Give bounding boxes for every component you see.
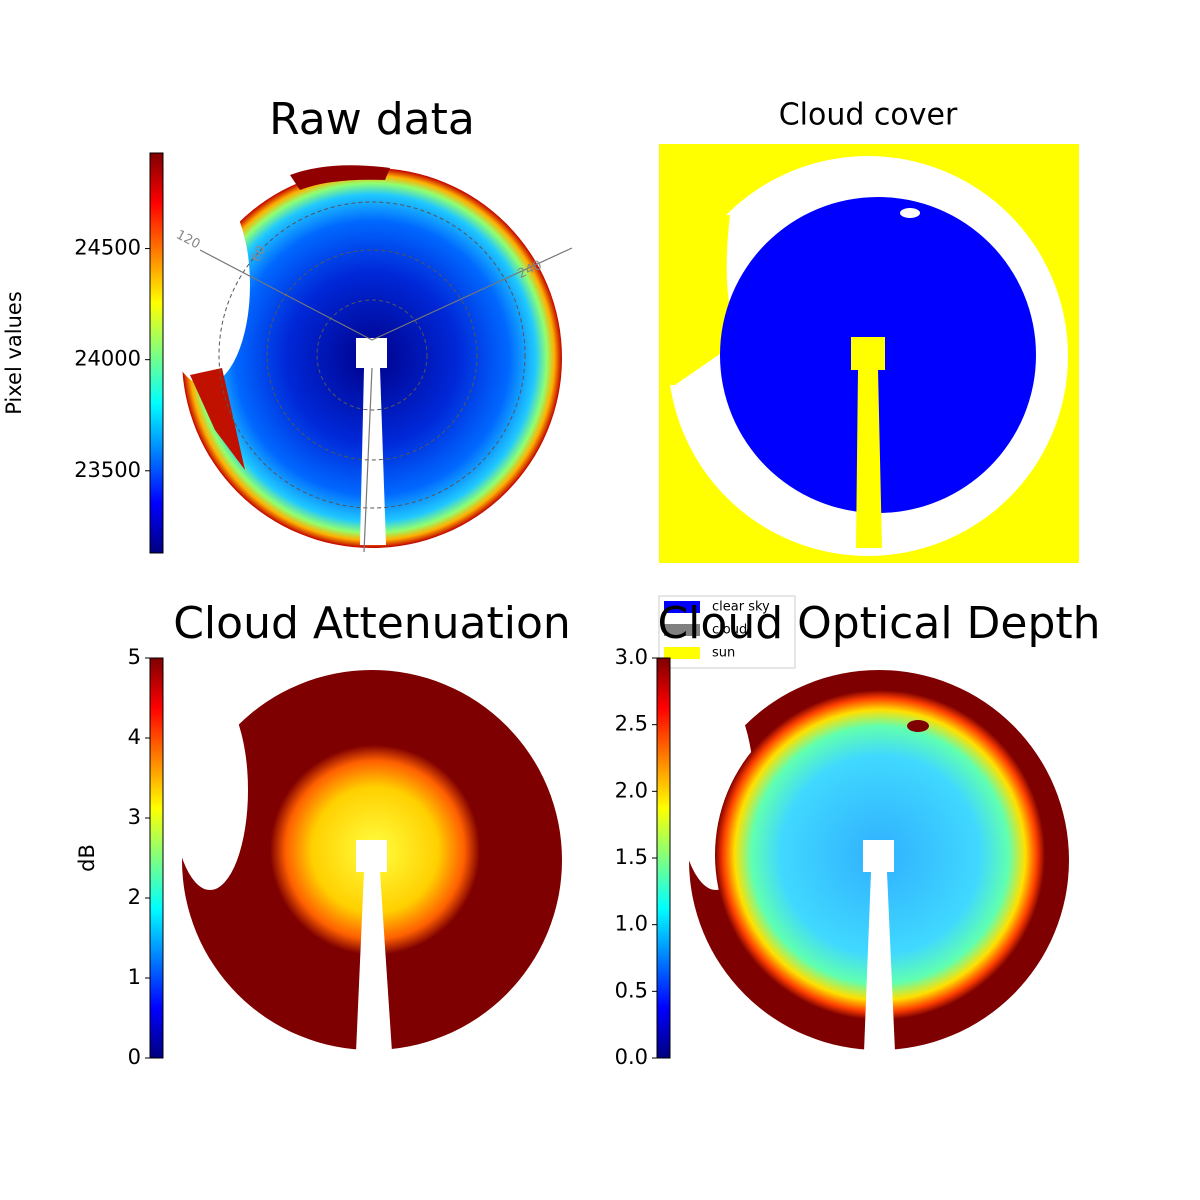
chart-title: Raw data bbox=[269, 94, 475, 145]
tick-label: 3 bbox=[128, 805, 141, 829]
legend-label: clear sky bbox=[712, 600, 770, 615]
raw-image bbox=[160, 165, 573, 553]
chart-title: Cloud cover bbox=[779, 98, 958, 133]
cloud-cover-image bbox=[659, 144, 1079, 563]
tick-label: 1.5 bbox=[615, 845, 648, 869]
tick-label: 0 bbox=[128, 1045, 141, 1069]
colorbar bbox=[656, 657, 671, 1059]
legend-entries: clear sky cloud sun bbox=[664, 600, 770, 661]
colorbar bbox=[149, 152, 164, 554]
legend-label: cloud bbox=[712, 623, 747, 638]
legend-swatch bbox=[664, 647, 700, 659]
colorbar bbox=[149, 657, 164, 1059]
colorbar-label: dB bbox=[75, 844, 99, 872]
tick-label: 4 bbox=[128, 725, 141, 749]
tick-label: 2.0 bbox=[615, 778, 648, 802]
colorbar-label: Pixel values bbox=[2, 291, 26, 415]
tick-label: 0.0 bbox=[615, 1045, 648, 1069]
attenuation-image bbox=[172, 670, 562, 1052]
tick-label: 3.0 bbox=[615, 645, 648, 669]
tick-label: 24000 bbox=[74, 347, 141, 371]
tick-label: 1 bbox=[128, 965, 141, 989]
tick-label: 24500 bbox=[74, 236, 141, 260]
chart-title: Cloud Attenuation bbox=[173, 598, 571, 649]
legend-swatch bbox=[664, 601, 700, 613]
tick-label: 1.0 bbox=[615, 912, 648, 936]
optical-depth-image bbox=[678, 670, 1069, 1052]
tick-label: 0.5 bbox=[615, 978, 648, 1002]
tick-label: 23500 bbox=[74, 458, 141, 482]
tick-label: 2 bbox=[128, 885, 141, 909]
tick-label: 2.5 bbox=[615, 712, 648, 736]
chart-title: Cloud Optical Depth bbox=[657, 598, 1100, 649]
polar-label: 60 bbox=[248, 243, 269, 265]
legend-label: sun bbox=[712, 646, 735, 661]
legend-swatch bbox=[664, 624, 700, 636]
tick-label: 5 bbox=[128, 645, 141, 669]
